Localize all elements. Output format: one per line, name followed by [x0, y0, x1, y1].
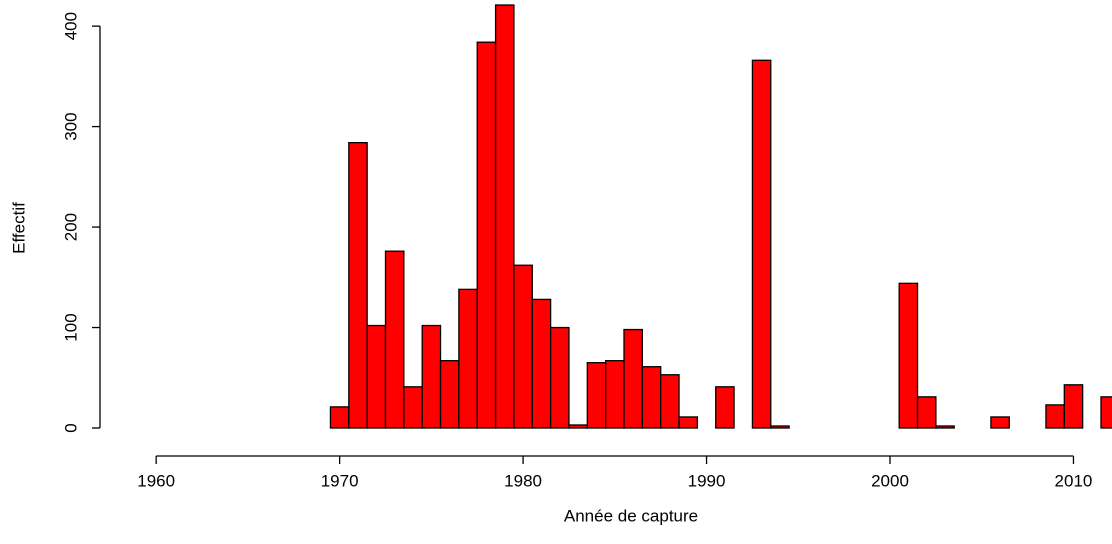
bar: [990, 416, 1010, 429]
bar: [568, 424, 588, 429]
bar: [476, 41, 497, 429]
x-tick-label: 1980: [504, 471, 542, 490]
bar: [715, 386, 735, 429]
bar: [531, 298, 552, 429]
bar: [623, 328, 643, 429]
bar: [494, 4, 515, 429]
y-axis-label: Effectif: [9, 202, 28, 254]
x-tick-label: 1970: [321, 471, 359, 490]
bar: [384, 250, 405, 429]
x-tick-label: 1990: [688, 471, 726, 490]
bar: [770, 425, 790, 429]
bar: [421, 324, 442, 429]
bar: [329, 406, 350, 429]
y-tick-label: 0: [61, 423, 80, 432]
bar: [935, 425, 955, 429]
bar: [678, 416, 699, 429]
bar: [348, 142, 368, 429]
x-axis-label: Année de capture: [564, 506, 698, 525]
y-tick-label: 300: [61, 112, 80, 140]
bar: [1045, 404, 1065, 429]
bar: [549, 326, 570, 429]
bar: [641, 366, 662, 429]
bar: [916, 396, 937, 429]
bar: [1063, 384, 1084, 429]
bar: [439, 360, 460, 429]
y-tick-label: 200: [61, 213, 80, 241]
bar: [513, 264, 533, 429]
bar: [898, 282, 919, 429]
bar: [458, 288, 478, 429]
bar: [1100, 396, 1112, 429]
x-tick-label: 2010: [1055, 471, 1093, 490]
x-tick-label: 2000: [871, 471, 909, 490]
bar: [660, 374, 680, 429]
plot-area: [329, 4, 1112, 429]
y-tick-label: 400: [61, 12, 80, 40]
bar: [605, 360, 625, 429]
x-tick-label: 1960: [137, 471, 175, 490]
bar: [366, 324, 387, 429]
y-tick-label: 100: [61, 313, 80, 341]
bar: [751, 59, 772, 429]
bar: [586, 362, 607, 429]
bar: [403, 386, 423, 429]
